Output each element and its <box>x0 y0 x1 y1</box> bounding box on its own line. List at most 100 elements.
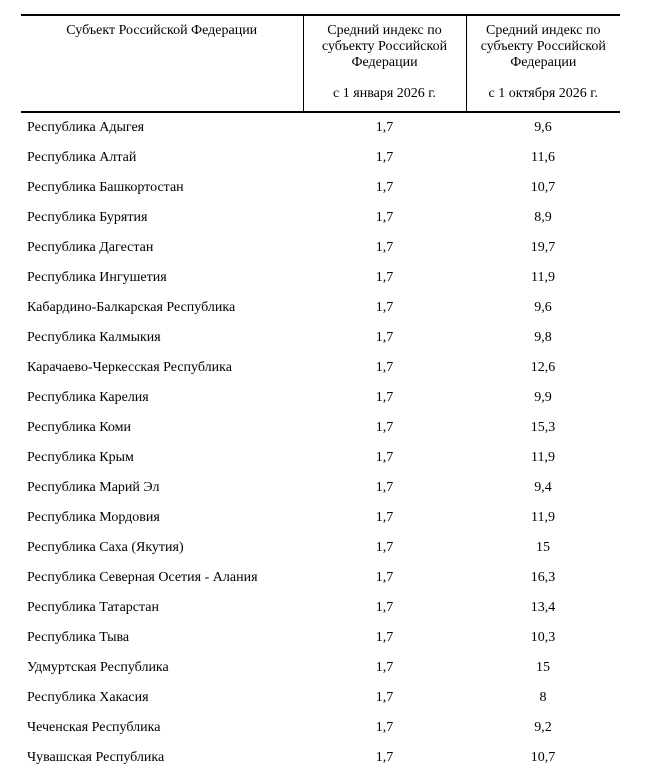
january-index-cell: 1,7 <box>375 450 394 465</box>
region-name-cell: Кабардино-Балкарская Республика <box>27 300 236 315</box>
table-row: Республика Марий Эл 1,7 9,4 <box>21 473 620 503</box>
january-index-cell: 1,7 <box>375 360 394 375</box>
table-header: Субъект Российской Федерации Средний инд… <box>21 14 620 113</box>
january-index-cell: 1,7 <box>375 510 394 525</box>
header-subject-label: Субъект Российской Федерации <box>66 23 258 38</box>
january-index-cell: 1,7 <box>375 390 394 405</box>
header-january-title: Средний индекс по субъекту Российской Фе… <box>321 23 448 70</box>
october-index-cell: 16,3 <box>530 570 556 585</box>
january-index-cell: 1,7 <box>375 630 394 645</box>
october-index-cell: 11,6 <box>531 150 555 165</box>
table-row: Республика Хакасия 1,7 8 <box>21 683 620 713</box>
january-index-cell: 1,7 <box>375 420 394 435</box>
january-index-cell: 1,7 <box>375 150 394 165</box>
header-october-title: Средний индекс по субъекту Российской Фе… <box>480 23 606 70</box>
region-name-cell: Карачаево-Черкесская Республика <box>27 360 232 375</box>
average-index-table: Субъект Российской Федерации Средний инд… <box>21 14 620 773</box>
region-name-cell: Республика Марий Эл <box>27 480 160 495</box>
region-name-cell: Чеченская Республика <box>27 720 161 735</box>
october-index-cell: 9,8 <box>534 330 552 345</box>
table-row: Чеченская Республика 1,7 9,2 <box>21 713 620 743</box>
region-name-cell: Республика Северная Осетия - Алания <box>27 570 258 585</box>
header-row: Субъект Российской Федерации Средний инд… <box>21 14 620 113</box>
table-row: Республика Адыгея 1,7 9,6 <box>21 112 620 143</box>
table-row: Республика Коми 1,7 15,3 <box>21 413 620 443</box>
region-name-cell: Удмуртская Республика <box>27 660 169 675</box>
table-row: Чувашская Республика 1,7 10,7 <box>21 743 620 773</box>
october-index-cell: 19,7 <box>530 240 556 255</box>
january-index-cell: 1,7 <box>375 690 394 705</box>
january-index-cell: 1,7 <box>375 330 394 345</box>
table-row: Кабардино-Балкарская Республика 1,7 9,6 <box>21 293 620 323</box>
october-index-cell: 15 <box>536 540 550 555</box>
october-index-cell: 10,7 <box>530 180 556 195</box>
table-row: Республика Северная Осетия - Алания 1,7 16… <box>21 563 620 593</box>
october-index-cell: 9,6 <box>534 300 552 315</box>
table-row: Республика Бурятия 1,7 8,9 <box>21 203 620 233</box>
table-row: Республика Татарстан 1,7 13,4 <box>21 593 620 623</box>
region-name-cell: Республика Саха (Якутия) <box>27 540 184 555</box>
january-index-cell: 1,7 <box>375 750 394 765</box>
january-index-cell: 1,7 <box>375 210 394 225</box>
january-index-cell: 1,7 <box>375 720 394 735</box>
region-name-cell: Республика Дагестан <box>27 240 154 255</box>
january-index-cell: 1,7 <box>375 300 394 315</box>
region-name-cell: Республика Татарстан <box>27 600 160 615</box>
region-name-cell: Республика Калмыкия <box>27 330 161 345</box>
table-row: Республика Мордовия 1,7 11,9 <box>21 503 620 533</box>
table-body: Республика Адыгея 1,7 9,6 Республика Алтай 1… <box>21 112 620 773</box>
region-name-cell: Республика Адыгея <box>27 120 145 135</box>
october-index-cell: 11,9 <box>531 270 555 285</box>
october-index-cell: 15,3 <box>530 420 556 435</box>
october-index-cell: 15 <box>536 660 550 675</box>
region-name-cell: Республика Крым <box>27 450 134 465</box>
october-index-cell: 8,9 <box>534 210 552 225</box>
january-index-cell: 1,7 <box>375 270 394 285</box>
october-index-cell: 8 <box>539 690 547 705</box>
region-name-cell: Республика Мордовия <box>27 510 160 525</box>
table-row: Удмуртская Республика 1,7 15 <box>21 653 620 683</box>
region-name-cell: Республика Алтай <box>27 150 137 165</box>
header-october-date: с 1 октября 2026 г. <box>488 86 598 101</box>
table-row: Республика Ингушетия 1,7 11,9 <box>21 263 620 293</box>
region-name-cell: Республика Коми <box>27 420 131 435</box>
header-january-date: с 1 января 2026 г. <box>333 86 436 101</box>
table-row: Республика Калмыкия 1,7 9,8 <box>21 323 620 353</box>
october-index-cell: 9,4 <box>534 480 552 495</box>
table-row: Республика Саха (Якутия) 1,7 15 <box>21 533 620 563</box>
january-index-cell: 1,7 <box>375 540 394 555</box>
january-index-cell: 1,7 <box>375 480 394 495</box>
region-name-cell: Республика Башкортостан <box>27 180 184 195</box>
october-index-cell: 9,9 <box>534 390 552 405</box>
header-cell-october-index: Средний индекс по субъекту Российской Фе… <box>466 14 620 113</box>
region-name-cell: Республика Ингушетия <box>27 270 167 285</box>
january-index-cell: 1,7 <box>375 240 394 255</box>
october-index-cell: 13,4 <box>530 600 556 615</box>
october-index-cell: 10,7 <box>530 750 556 765</box>
october-index-cell: 10,3 <box>530 630 556 645</box>
january-index-cell: 1,7 <box>375 120 394 135</box>
january-index-cell: 1,7 <box>375 570 394 585</box>
table-row: Республика Тыва 1,7 10,3 <box>21 623 620 653</box>
october-index-cell: 11,9 <box>531 450 555 465</box>
table-row: Республика Крым 1,7 11,9 <box>21 443 620 473</box>
october-index-cell: 9,2 <box>534 720 552 735</box>
header-cell-january-index: Средний индекс по субъекту Российской Фе… <box>302 14 467 113</box>
january-index-cell: 1,7 <box>375 600 394 615</box>
region-name-cell: Республика Карелия <box>27 390 149 405</box>
october-index-cell: 11,9 <box>531 510 555 525</box>
january-index-cell: 1,7 <box>375 180 394 195</box>
table-row: Карачаево-Черкесская Республика 1,7 12,6 <box>21 353 620 383</box>
header-cell-subject: Субъект Российской Федерации <box>21 14 303 113</box>
region-name-cell: Чувашская Республика <box>27 750 165 765</box>
january-index-cell: 1,7 <box>375 660 394 675</box>
table-row: Республика Башкортостан 1,7 10,7 <box>21 173 620 203</box>
october-index-cell: 9,6 <box>534 120 552 135</box>
region-name-cell: Республика Бурятия <box>27 210 148 225</box>
region-name-cell: Республика Хакасия <box>27 690 149 705</box>
region-name-cell: Республика Тыва <box>27 630 130 645</box>
table-row: Республика Алтай 1,7 11,6 <box>21 143 620 173</box>
table-row: Республика Дагестан 1,7 19,7 <box>21 233 620 263</box>
october-index-cell: 12,6 <box>530 360 556 375</box>
